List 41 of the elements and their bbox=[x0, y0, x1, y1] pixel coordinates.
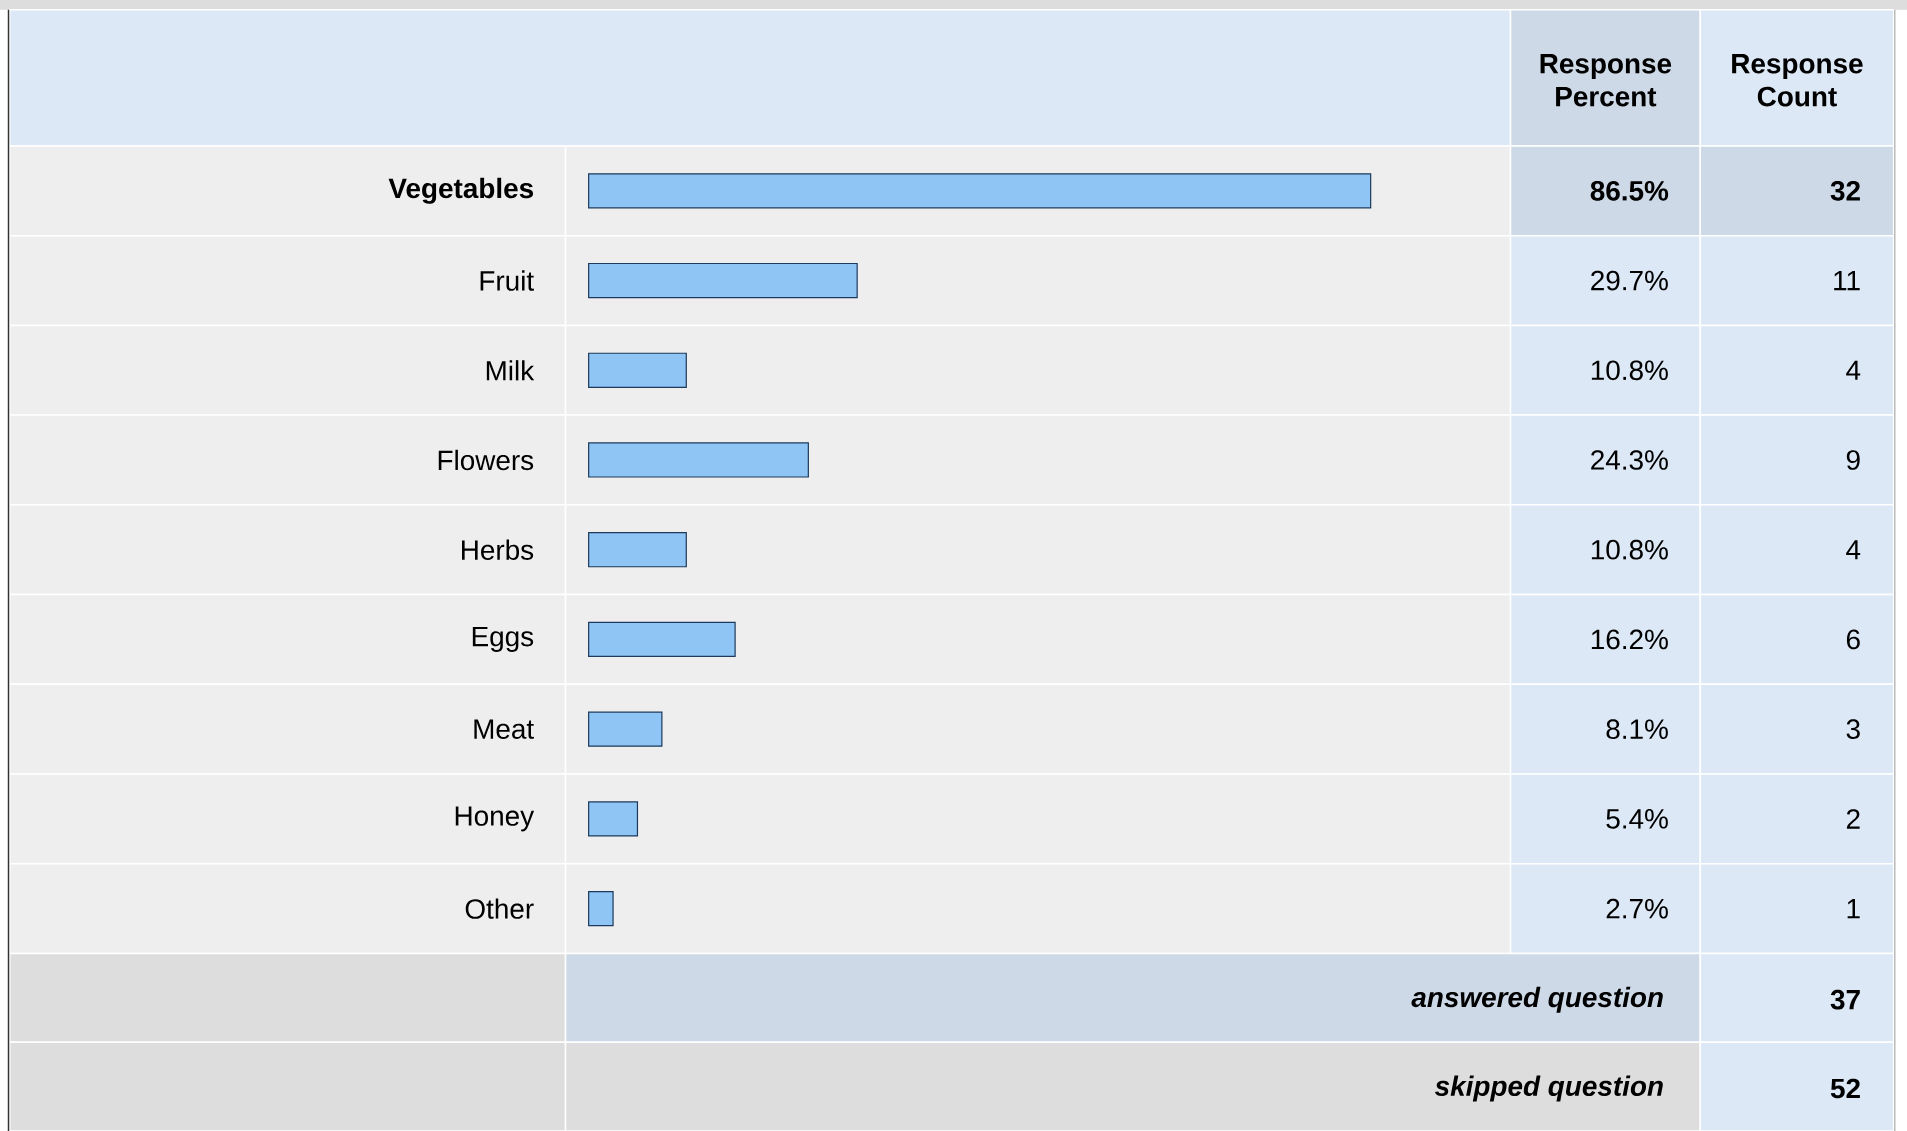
y-tick-label: Fruit bbox=[480, 270, 534, 291]
text: 4 bbox=[1846, 360, 1861, 380]
y-tick-label: Milk bbox=[486, 360, 535, 381]
data-label: 29.7% bbox=[1591, 270, 1668, 291]
text: skipped question bbox=[1434, 1075, 1663, 1102]
data-label: 86.5% bbox=[1590, 180, 1669, 201]
data-label: 8.1% bbox=[1606, 719, 1668, 740]
bar bbox=[588, 890, 614, 927]
bar bbox=[588, 711, 663, 747]
data-label: 2.7% bbox=[1606, 898, 1668, 919]
text: 32 bbox=[1830, 180, 1860, 201]
bar bbox=[588, 801, 639, 837]
text: 3 bbox=[1846, 719, 1860, 740]
y-tick-label: Vegetables bbox=[388, 177, 534, 204]
text: answered question bbox=[1411, 986, 1663, 1013]
bar bbox=[588, 442, 809, 478]
data-label: 24.3% bbox=[1591, 450, 1668, 470]
text: 4 bbox=[1846, 540, 1861, 560]
y-tick-label: Eggs bbox=[472, 626, 534, 652]
text: Response Percent bbox=[1540, 54, 1672, 107]
text: Response Count bbox=[1732, 54, 1863, 107]
y-tick-label: Flowers bbox=[438, 449, 534, 471]
bar bbox=[588, 532, 687, 568]
bar bbox=[588, 262, 858, 299]
text: 52 bbox=[1830, 1078, 1860, 1099]
text: 9 bbox=[1846, 450, 1860, 470]
text: 11 bbox=[1834, 270, 1860, 291]
y-tick-label: Honey bbox=[455, 806, 535, 832]
text: 6 bbox=[1846, 629, 1860, 650]
text: 37 bbox=[1830, 989, 1860, 1010]
text: 2 bbox=[1846, 809, 1860, 829]
text: 1 bbox=[1847, 899, 1860, 919]
bar bbox=[588, 621, 736, 658]
data-label: 5.4% bbox=[1606, 809, 1668, 829]
data-label: 10.8% bbox=[1591, 539, 1668, 560]
bar bbox=[588, 352, 687, 388]
y-tick-label: Meat bbox=[474, 719, 534, 739]
y-tick-label: Herbs bbox=[462, 539, 534, 560]
data-label: 10.8% bbox=[1591, 360, 1668, 381]
data-label: 16.2% bbox=[1591, 629, 1668, 650]
y-tick-label: Other bbox=[465, 898, 534, 919]
